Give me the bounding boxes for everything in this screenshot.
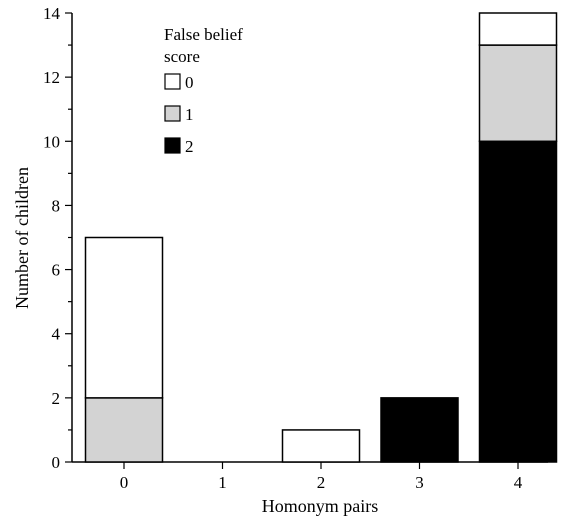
- y-tick-label: 2: [52, 389, 61, 408]
- legend-items: 0 1 2: [164, 73, 194, 156]
- legend-swatch-1: [164, 105, 181, 122]
- y-tick-label: 14: [43, 4, 61, 23]
- y-tick-label: 6: [52, 261, 61, 280]
- y-axis-title: Number of children: [12, 167, 32, 309]
- y-tick-label: 4: [52, 325, 61, 344]
- legend-label-2: 2: [185, 137, 194, 156]
- x-ticks: 0 1 2 3 4: [120, 462, 523, 492]
- legend-swatch-0: [164, 73, 181, 90]
- bar-segment-score-1: [84, 397, 164, 463]
- x-tick-label: 3: [415, 473, 424, 492]
- y-tick-label: 12: [43, 68, 60, 87]
- bar-segment-score-2: [478, 140, 558, 463]
- legend-title-line-1: False belief: [164, 25, 243, 44]
- bar-segment-score-1: [478, 44, 558, 143]
- legend: False belief score 0 1 2: [164, 25, 243, 156]
- x-axis-title: Homonym pairs: [262, 496, 379, 516]
- x-tick-label: 0: [120, 473, 129, 492]
- y-tick-label: 10: [43, 132, 60, 151]
- x-tick-label: 1: [218, 473, 227, 492]
- x-tick-label: 4: [514, 473, 523, 492]
- legend-swatch-2: [164, 137, 181, 154]
- bar-segment-score-0: [478, 12, 558, 46]
- legend-title-line-2: score: [164, 47, 200, 66]
- bars: [84, 12, 558, 463]
- x-tick-label: 2: [317, 473, 326, 492]
- y-ticks: 0 2 4 6 8 10 12 14: [43, 4, 72, 472]
- y-tick-label: 8: [52, 196, 61, 215]
- legend-label-1: 1: [185, 105, 194, 124]
- bar-segment-score-0: [281, 429, 361, 463]
- y-tick-label: 0: [52, 453, 61, 472]
- bar-segment-score-2: [380, 397, 459, 463]
- bar-segment-score-0: [84, 236, 164, 399]
- legend-label-0: 0: [185, 73, 194, 92]
